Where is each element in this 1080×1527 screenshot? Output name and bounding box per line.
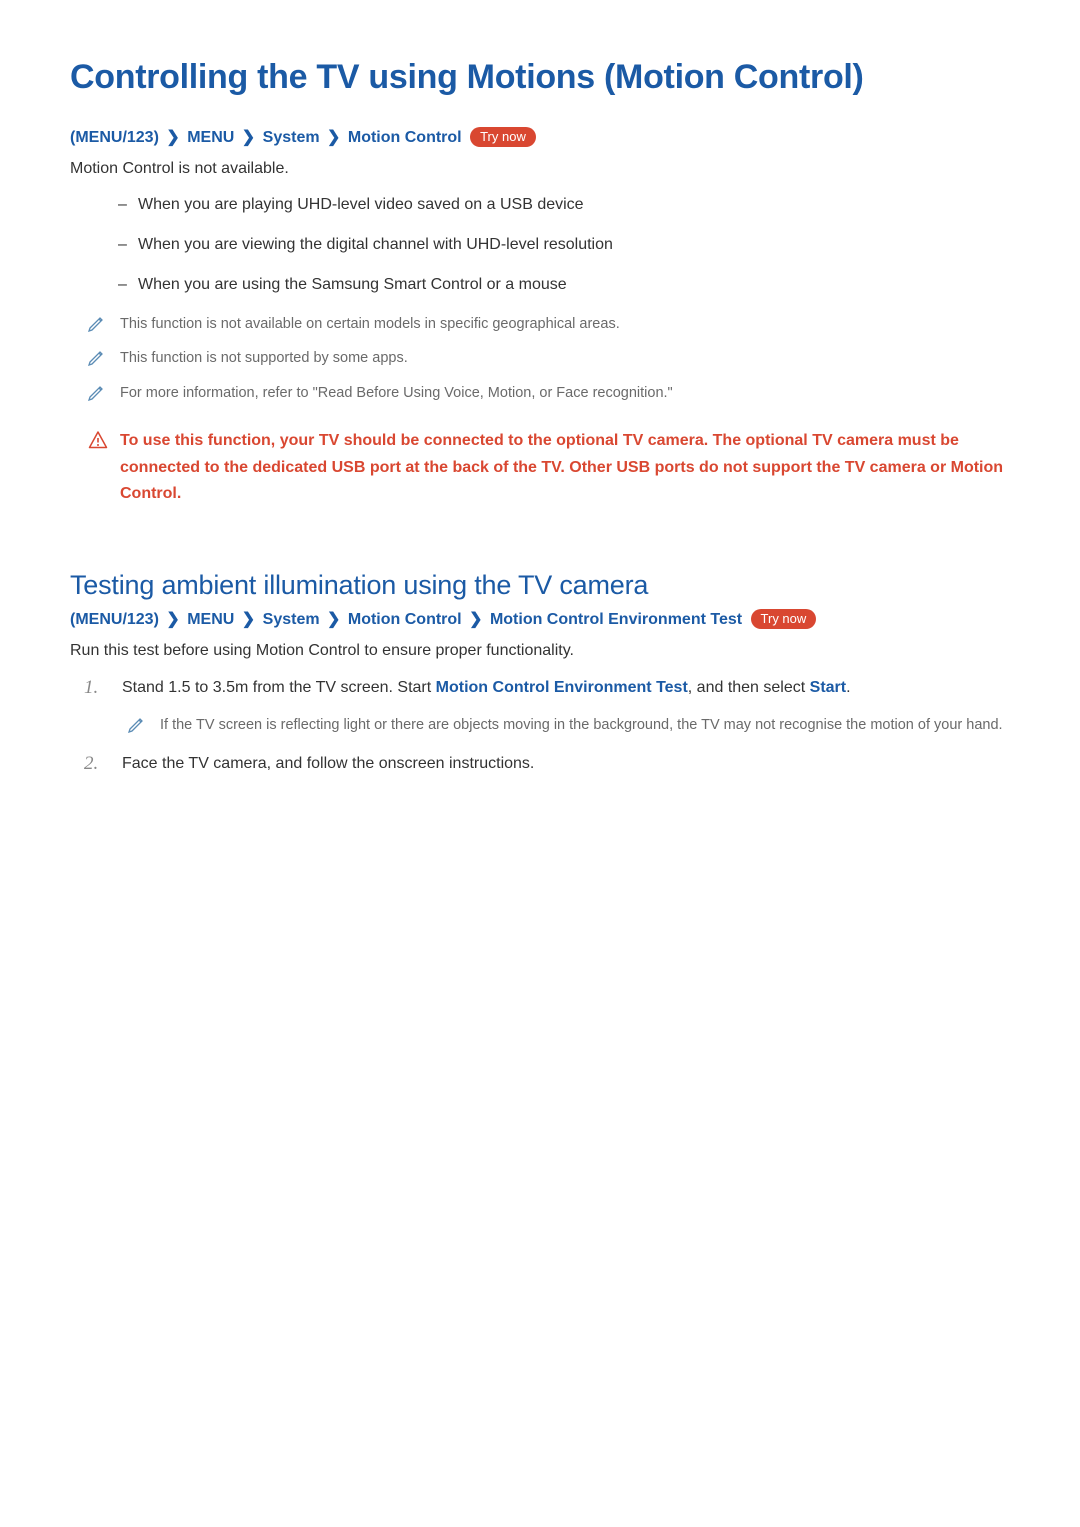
- bc-item-motion-control: Motion Control: [348, 129, 462, 146]
- note-item: This function is not available on certai…: [88, 313, 1010, 335]
- bc-item-menu: MENU: [187, 129, 234, 146]
- bc-item-menu123: MENU/123: [75, 611, 153, 628]
- warning-block: To use this function, your TV should be …: [70, 428, 1010, 507]
- list-item: When you are using the Samsung Smart Con…: [118, 273, 1010, 297]
- breadcrumb-2: (MENU/123) ❯ MENU ❯ System ❯ Motion Cont…: [70, 609, 1010, 629]
- chevron-right-icon: ❯: [166, 127, 179, 147]
- step-number: 1.: [84, 673, 98, 703]
- intro-text: Motion Control is not available.: [70, 157, 1010, 181]
- warning-text: To use this function, your TV should be …: [120, 432, 1003, 502]
- not-available-list: When you are playing UHD-level video sav…: [70, 193, 1010, 297]
- try-now-button[interactable]: Try now: [751, 609, 817, 629]
- pencil-icon: [88, 383, 106, 401]
- pencil-icon: [88, 314, 106, 332]
- section-title: Testing ambient illumination using the T…: [70, 570, 1010, 601]
- highlight-env-test: Motion Control Environment Test: [436, 679, 688, 696]
- bc-item-menu123: MENU/123: [75, 129, 153, 146]
- notes-list: This function is not available on certai…: [70, 313, 1010, 404]
- step-text: Face the TV camera, and follow the onscr…: [122, 755, 534, 772]
- pencil-icon: [128, 715, 146, 733]
- bc-item-system: System: [263, 611, 320, 628]
- note-item: This function is not supported by some a…: [88, 347, 1010, 369]
- bc-item-motion-control: Motion Control: [348, 611, 462, 628]
- chevron-right-icon: ❯: [327, 609, 340, 629]
- list-item: When you are playing UHD-level video sav…: [118, 193, 1010, 217]
- document-page: Controlling the TV using Motions (Motion…: [0, 0, 1080, 1527]
- subnote-text: If the TV screen is reflecting light or …: [160, 717, 1003, 733]
- step-subnote-list: If the TV screen is reflecting light or …: [122, 714, 1010, 736]
- note-item: For more information, refer to "Read Bef…: [88, 382, 1010, 404]
- note-text: This function is not supported by some a…: [120, 350, 408, 366]
- steps-list: 1. Stand 1.5 to 3.5m from the TV screen.…: [70, 675, 1010, 777]
- breadcrumb-1: (MENU/123) ❯ MENU ❯ System ❯ Motion Cont…: [70, 127, 1010, 147]
- chevron-right-icon: ❯: [166, 609, 179, 629]
- bc-item-menu: MENU: [187, 611, 234, 628]
- bc-paren-close: ): [154, 129, 159, 146]
- warning-icon: [88, 430, 108, 450]
- try-now-button[interactable]: Try now: [470, 127, 536, 147]
- step-text-mid: , and then select: [688, 679, 810, 696]
- step-text-pre: Stand 1.5 to 3.5m from the TV screen. St…: [122, 679, 436, 696]
- note-text: For more information, refer to "Read Bef…: [120, 385, 673, 401]
- chevron-right-icon: ❯: [242, 609, 255, 629]
- step-number: 2.: [84, 749, 98, 779]
- step-text-post: .: [846, 679, 850, 696]
- bc-paren-close: ): [154, 611, 159, 628]
- bc-item-env-test: Motion Control Environment Test: [490, 611, 742, 628]
- list-item: When you are viewing the digital channel…: [118, 233, 1010, 257]
- bc-item-system: System: [263, 129, 320, 146]
- step-item: 2. Face the TV camera, and follow the on…: [122, 751, 1010, 777]
- section2-intro: Run this test before using Motion Contro…: [70, 639, 1010, 663]
- pencil-icon: [88, 348, 106, 366]
- chevron-right-icon: ❯: [327, 127, 340, 147]
- chevron-right-icon: ❯: [469, 609, 482, 629]
- main-title: Controlling the TV using Motions (Motion…: [70, 58, 1010, 97]
- note-item: If the TV screen is reflecting light or …: [128, 714, 1010, 736]
- highlight-start: Start: [810, 679, 846, 696]
- chevron-right-icon: ❯: [242, 127, 255, 147]
- note-text: This function is not available on certai…: [120, 316, 620, 332]
- step-item: 1. Stand 1.5 to 3.5m from the TV screen.…: [122, 675, 1010, 737]
